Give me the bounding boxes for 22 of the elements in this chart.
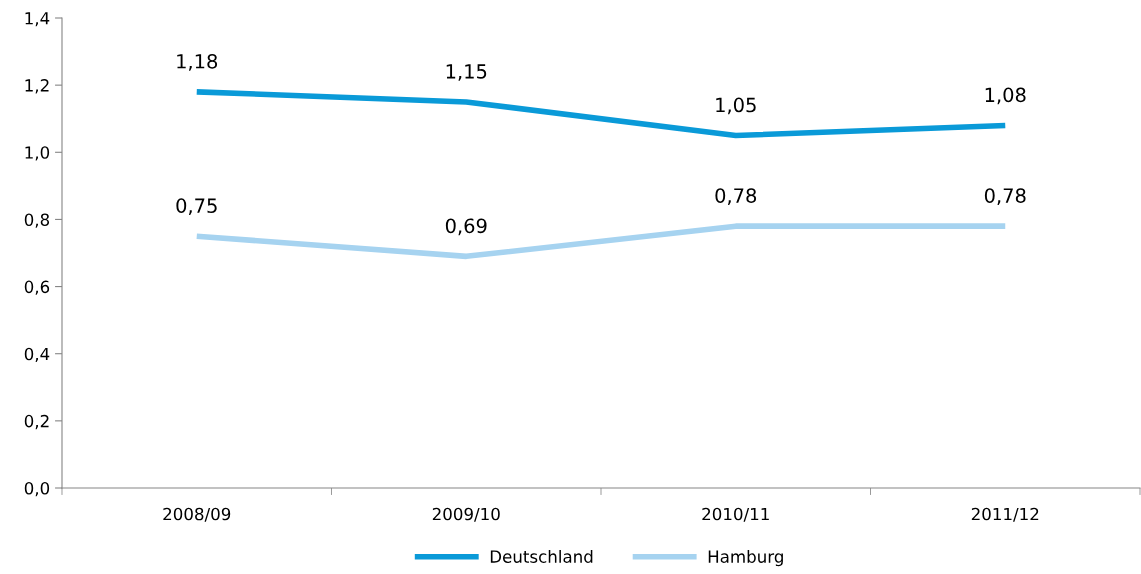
data-label: 0,78 <box>715 188 757 205</box>
y-tick-label: 1,0 <box>25 146 50 161</box>
x-tick-label: 2009/10 <box>432 507 500 522</box>
y-tick-label: 0,4 <box>24 347 50 362</box>
data-label: 1,18 <box>177 53 218 71</box>
legend-label: Deutschland <box>490 550 593 563</box>
y-tick-label: 1,2 <box>25 79 49 94</box>
y-tick-label: 0,2 <box>24 414 49 430</box>
data-label: 0,78 <box>984 188 1026 205</box>
data-label: 0,69 <box>445 218 487 236</box>
y-tick-label: 0,8 <box>24 213 50 228</box>
data-label: 1,15 <box>446 64 487 81</box>
data-label: 0,75 <box>176 198 217 215</box>
y-tick-label: 1,4 <box>25 12 50 27</box>
x-tick-label: 2008/09 <box>163 507 231 522</box>
y-tick-label: 0,0 <box>24 481 50 497</box>
data-label: 1,08 <box>985 87 1026 105</box>
legend-label: Hamburg <box>708 550 783 567</box>
data-label: 1,05 <box>716 97 756 115</box>
y-tick-label: 0,6 <box>24 280 50 295</box>
x-tick-label: 2011/12 <box>971 507 1039 522</box>
x-tick-label: 2010/11 <box>702 507 769 522</box>
